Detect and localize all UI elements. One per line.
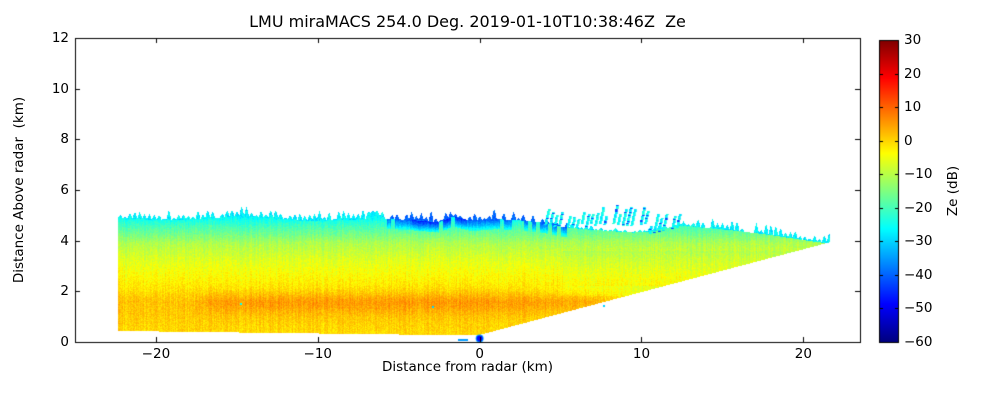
y-tick-label: 8: [60, 131, 69, 148]
x-axis-label: Distance from radar (km): [381, 359, 554, 375]
colorbar-tick-label: −50: [904, 300, 933, 317]
colorbar-tick-label: 0: [904, 132, 913, 149]
colorbar-tick-label: 30: [904, 32, 922, 48]
colorbar-label: Ze (dB): [945, 165, 961, 217]
x-tick-label: 20: [794, 346, 812, 362]
y-tick-label: 12: [51, 30, 69, 46]
y-tick-label: 0: [60, 334, 69, 350]
colorbar-tick-label: −60: [904, 334, 933, 350]
colorbar-tick-label: 10: [904, 99, 922, 116]
y-tick-label: 4: [60, 232, 69, 249]
y-tick-label: 10: [51, 80, 69, 97]
x-tick-label: −10: [303, 346, 333, 362]
y-tick-label: 6: [60, 182, 69, 198]
colorbar-tick-label: −40: [904, 266, 933, 283]
y-tick-label: 2: [60, 283, 69, 300]
colorbar-tick-label: 20: [904, 65, 922, 82]
x-tick-label: −20: [141, 346, 171, 362]
colorbar-tick-label: −20: [904, 199, 933, 216]
x-tick-label: 0: [475, 346, 484, 362]
colorbar-tick-label: −30: [904, 233, 933, 250]
colorbar-tick-label: −10: [904, 166, 933, 183]
plot-title: LMU miraMACS 254.0 Deg. 2019-01-10T10:38…: [249, 12, 686, 31]
x-tick-label: 10: [632, 346, 651, 362]
